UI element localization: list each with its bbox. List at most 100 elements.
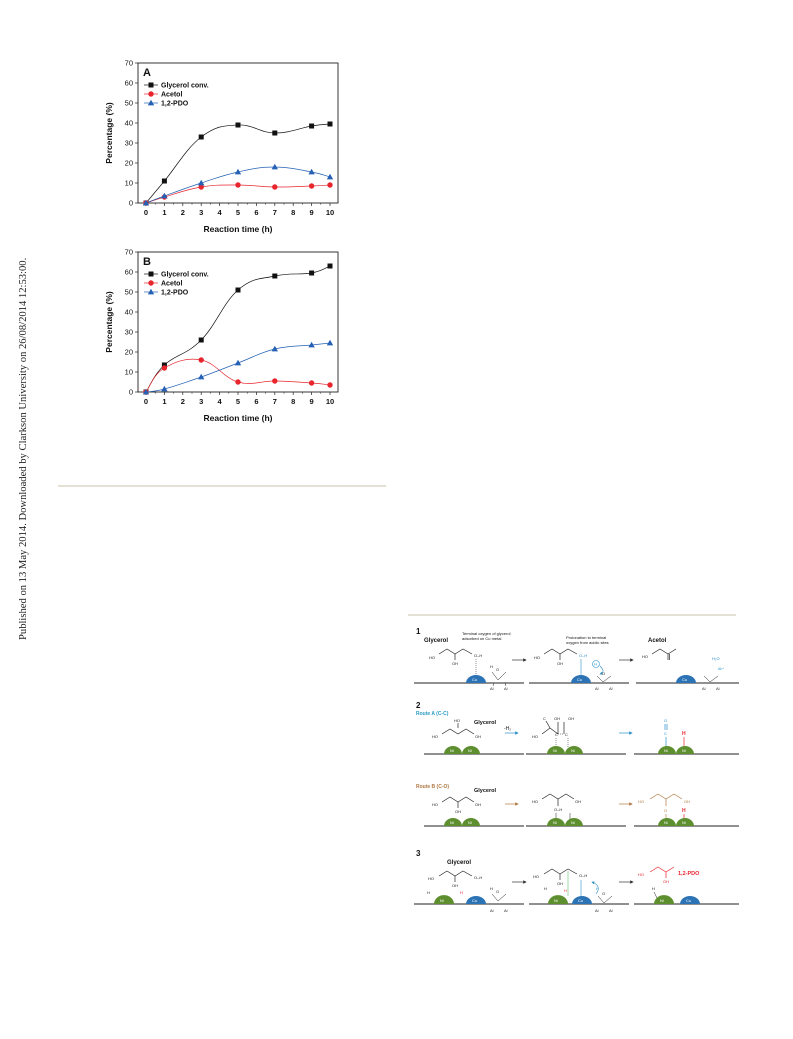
- data-point: [161, 362, 167, 368]
- x-tick-label: 7: [273, 208, 277, 217]
- step2-ni-site-a4: [565, 746, 583, 754]
- step3-ohh-b: O–H: [579, 873, 587, 878]
- legend-marker: [148, 82, 154, 88]
- step3-cu-site-b: [572, 896, 592, 904]
- y-tick-label: 70: [125, 59, 133, 68]
- data-point: [198, 184, 204, 190]
- step3-cu-site-a: [466, 896, 486, 904]
- step2-c-a1: C: [543, 716, 546, 721]
- step2-ni-site-b4: [565, 818, 583, 826]
- y-tick-label: 50: [125, 99, 133, 108]
- step3-ho-b: HO: [533, 874, 539, 879]
- series-line: [145, 123, 331, 204]
- step1-al-c1: Al: [702, 686, 706, 691]
- step2-h-a: H: [682, 731, 686, 737]
- step2-ni-b1: Ni: [450, 820, 454, 825]
- step3-ho-a: HO: [428, 876, 434, 881]
- step3-ohh-a: O–H: [474, 875, 482, 880]
- step3-ni-c: Ni: [660, 898, 664, 903]
- step2-ni-site-b1: [444, 818, 462, 826]
- data-point: [198, 179, 205, 186]
- data-point: [327, 263, 333, 269]
- step2-c-a3: C: [565, 732, 568, 737]
- data-point: [272, 184, 278, 190]
- published-notice: Published on 13 May 2014. Downloaded by …: [18, 257, 29, 640]
- step3-ni-site-c: [654, 895, 674, 904]
- data-point: [142, 199, 150, 206]
- legend-marker: [148, 271, 154, 277]
- step3-oh-a: OH: [452, 883, 458, 888]
- legend-marker: [147, 99, 155, 106]
- x-tick-label: 10: [326, 397, 334, 406]
- step1-ho-a: HO: [429, 655, 435, 660]
- step2-ho-a2: HO: [432, 734, 438, 739]
- sidebar-margin: Published on 13 May 2014. Downloaded by …: [0, 0, 30, 1039]
- legend-marker: [147, 288, 155, 295]
- step1-note2-line1: Protonation to terminal: [566, 635, 606, 640]
- step2-ni-b6: Ni: [682, 820, 686, 825]
- step2-oh-b2: OH: [475, 802, 481, 807]
- data-point: [271, 345, 278, 352]
- step2-oh-a: OH: [475, 734, 481, 739]
- step2-ho-b2: HO: [532, 799, 538, 804]
- step3-oh-b: OH: [557, 881, 563, 886]
- x-axis-label: Reaction time (h): [204, 413, 273, 423]
- data-point: [326, 339, 334, 346]
- x-tick-label: 5: [236, 208, 240, 217]
- y-tick-label: 60: [125, 268, 133, 277]
- legend-entry: Acetol: [161, 92, 182, 99]
- step2-ni-a2: Ni: [468, 748, 472, 753]
- data-point: [161, 192, 168, 199]
- data-point: [235, 379, 241, 385]
- x-axis-label: Reaction time (h): [204, 224, 273, 234]
- legend-entry: 1,2-PDO: [161, 290, 189, 297]
- step3-h-a2: H: [460, 890, 463, 895]
- step3-cu-b: Cu: [578, 898, 583, 903]
- x-tick-label: 8: [291, 397, 295, 406]
- data-point: [327, 182, 333, 188]
- step1-ho-b: HO: [534, 655, 540, 660]
- x-tick-label: 1: [162, 208, 166, 217]
- step1-ho-c: HO: [642, 654, 648, 659]
- x-tick-label: 8: [291, 208, 295, 217]
- y-tick-label: 10: [125, 179, 133, 188]
- step3-ni-site-b: [548, 895, 568, 904]
- data-point: [234, 359, 242, 366]
- step2-oh-b3: OH: [575, 799, 581, 804]
- step1-cu-a: Cu: [472, 677, 477, 682]
- data-point: [198, 373, 205, 380]
- panel-label: B: [143, 256, 151, 268]
- data-point: [308, 183, 315, 189]
- legend-entry: Acetol: [161, 281, 182, 288]
- x-tick-label: 1: [162, 397, 166, 406]
- y-tick-label: 10: [125, 368, 133, 377]
- step1-glycerol-label: Glycerol: [424, 638, 448, 644]
- step2-minus-h2: -H₂: [504, 726, 511, 732]
- data-point: [235, 287, 241, 293]
- step1-al-a1: Al: [490, 686, 494, 691]
- y-tick-label: 20: [125, 159, 133, 168]
- step1-h-a: H: [490, 664, 493, 669]
- data-point: [271, 163, 278, 170]
- data-point: [272, 130, 278, 136]
- legend-entry: 1,2-PDO: [161, 101, 189, 108]
- x-tick-label: 3: [199, 208, 203, 217]
- x-tick-label: 4: [218, 397, 223, 406]
- step3-al-a2: Al: [504, 908, 508, 913]
- data-point: [235, 122, 241, 128]
- step2-o-a: O: [664, 718, 667, 723]
- step2-ni-a4: Ni: [571, 748, 575, 753]
- y-tick-label: 70: [125, 248, 133, 257]
- step3-cu-site-c: [680, 896, 700, 904]
- step2-ni-site-b6: [676, 818, 694, 826]
- chart-panel-b: 0 10 20 30 40 50 60 70 0 1 2 3 4 5 6 7 8 9 10 Reaction time…: [104, 248, 339, 423]
- step2-ni-site-b5: [658, 818, 676, 826]
- step3-cu-c: Cu: [686, 898, 691, 903]
- step1-note2-line2: oxygen from acidic sites: [566, 640, 609, 645]
- step2-ho-b1: HO: [432, 802, 438, 807]
- step2-ho-b3: HO: [638, 799, 644, 804]
- step2-c-a4: C: [664, 731, 667, 736]
- data-point: [235, 182, 241, 188]
- data-point: [309, 270, 315, 276]
- step1-cu-site-b: [571, 675, 591, 683]
